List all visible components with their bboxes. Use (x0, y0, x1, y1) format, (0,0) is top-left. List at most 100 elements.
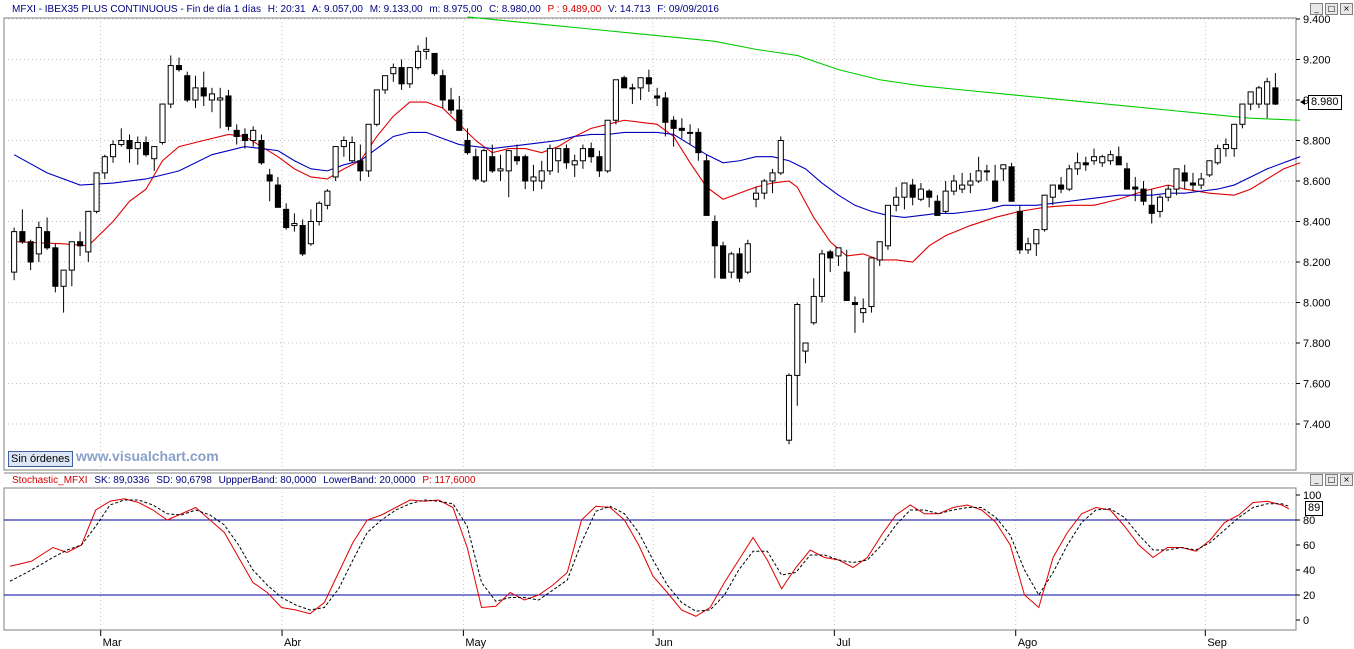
candle (785, 373, 793, 445)
watermark: www.visualchart.com (76, 448, 219, 464)
candle (794, 302, 801, 406)
candle-body-down (662, 97, 669, 123)
candle-body-down (1058, 184, 1065, 190)
candle (316, 201, 323, 226)
candle (884, 204, 891, 250)
candle-body-up (316, 202, 323, 222)
candle-body-up (950, 180, 957, 192)
candle-body-down (52, 247, 59, 287)
moving-average-green (467, 16, 1301, 121)
candle (579, 144, 586, 169)
candle (109, 140, 117, 163)
candle-body-down (19, 231, 26, 243)
candle (151, 146, 158, 171)
candle-body-up (1099, 156, 1106, 164)
candle (555, 148, 562, 173)
last-price-tag: 8.980 (1308, 95, 1342, 110)
candle (926, 189, 933, 208)
maximize-icon[interactable]: □ (1325, 474, 1338, 486)
candle (513, 144, 521, 165)
candle (522, 154, 529, 190)
candle (1066, 164, 1073, 192)
candle-body-down (703, 160, 710, 216)
candle (159, 103, 166, 145)
header-m: M: 9.133,00 (370, 4, 423, 15)
candle (291, 213, 298, 232)
candle (777, 136, 784, 175)
candle-body-up (167, 65, 174, 105)
close-icon[interactable]: × (1340, 474, 1353, 486)
candle (530, 164, 537, 192)
candle-body-up (810, 295, 817, 324)
candle-body-up (579, 148, 586, 162)
candle-body-up (340, 140, 347, 148)
candle-body-down (678, 127, 685, 131)
price-tick-label: 9.400 (1303, 14, 1331, 26)
candle-body-up (109, 144, 117, 158)
candle-body-up (604, 119, 611, 172)
header-period: Fin de día 1 días (186, 4, 261, 15)
minimize-icon[interactable]: _ (1310, 3, 1323, 15)
sin-ordenes-button[interactable]: Sin órdenes (8, 451, 73, 467)
header-line: MFXI - IBEX35 PLUS CONTINUOUS - Fin de d… (12, 4, 719, 15)
candle-body-up (1041, 194, 1048, 231)
candle-body-up (406, 67, 413, 85)
candle (1049, 184, 1056, 206)
candle (967, 172, 974, 194)
candle-body-up (761, 180, 768, 194)
candle-body-down (522, 156, 529, 182)
candle-body-up (1173, 168, 1180, 190)
candle-body-up (967, 180, 974, 186)
candle (596, 150, 603, 177)
stoch-tick-label: 80 (1303, 515, 1315, 527)
close-icon[interactable]: × (1340, 3, 1353, 15)
candle (1173, 168, 1180, 196)
candle-body-up (134, 142, 141, 150)
candle-body-up (785, 374, 793, 441)
candle (1239, 103, 1246, 129)
candle-body-down (175, 65, 183, 71)
candle (324, 189, 331, 210)
candle (670, 116, 677, 147)
candle (1008, 162, 1015, 202)
indicator-sk: SK: 89,0336 (94, 475, 149, 486)
candle-body-up (101, 156, 108, 174)
header-c: C: 8.980,00 (489, 4, 541, 15)
candle-body-down (464, 140, 471, 154)
candle (200, 71, 207, 107)
candle-body-up (1239, 103, 1246, 125)
candle (447, 87, 455, 115)
candle-body-down (126, 140, 133, 150)
candle-body-up (942, 190, 949, 212)
candle-body-up (917, 188, 924, 200)
month-label: Jul (836, 637, 850, 649)
last-stoch-tag: 89 (1305, 501, 1324, 516)
candle (192, 75, 199, 109)
candle-body-up (752, 192, 760, 200)
candle-body-up (1222, 144, 1229, 150)
candle (1272, 73, 1279, 106)
candle (662, 91, 669, 137)
candle (752, 187, 760, 208)
moving-average-blue (13, 131, 1301, 219)
indicator-sd: SD: 90,6798 (156, 475, 212, 486)
header-h: H: 20:31 (268, 4, 306, 15)
candle-body-down (489, 156, 496, 172)
candle (497, 154, 504, 181)
candle (744, 239, 751, 275)
minimize-icon[interactable]: _ (1310, 474, 1323, 486)
indicator-p: P: 117,6000 (422, 475, 476, 486)
candle (720, 241, 727, 279)
candle (629, 83, 636, 105)
candle (142, 136, 150, 157)
candle (175, 57, 183, 72)
candle-body-down (1189, 182, 1197, 186)
candle-body-up (93, 172, 100, 212)
maximize-icon[interactable]: □ (1325, 3, 1338, 15)
candle (423, 37, 430, 60)
candle-body-up (884, 204, 891, 247)
candle-body-down (283, 208, 290, 229)
candle-body-down (588, 148, 595, 158)
candle-body-up (769, 172, 776, 182)
month-label: May (465, 637, 486, 649)
